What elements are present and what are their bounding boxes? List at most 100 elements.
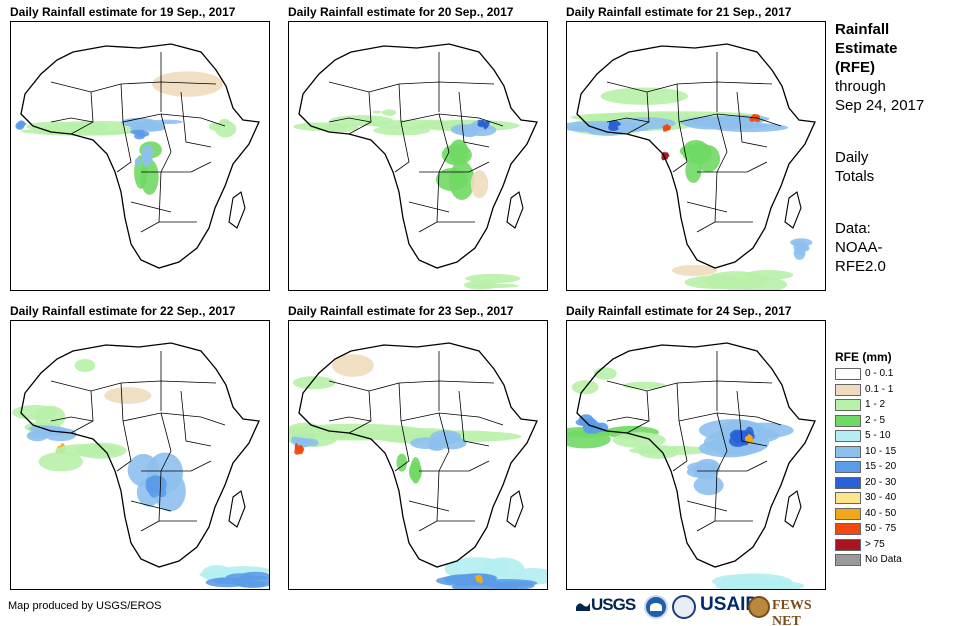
rainfall-cell (663, 125, 667, 131)
rainfall-field (15, 71, 237, 195)
country-border (716, 113, 728, 173)
coastline (576, 43, 816, 269)
noaa-logo-icon (644, 595, 668, 619)
data-source-label: RFE2.0 (835, 258, 886, 275)
legend-label: > 75 (865, 538, 885, 550)
africa-rainfall-map (567, 43, 816, 290)
rainfall-cell (12, 405, 57, 420)
legend-item: > 75 (835, 537, 960, 553)
description-title-line: (RFE) (835, 59, 875, 76)
country-border (328, 81, 400, 93)
country-border (116, 121, 132, 173)
rainfall-cell (484, 120, 490, 124)
africa-rainfall-map (293, 43, 538, 290)
through-label: through (835, 78, 886, 95)
rainfall-map (10, 21, 270, 291)
rainfall-map (566, 21, 826, 291)
data-source-label: Data: (835, 220, 871, 237)
country-border (606, 416, 650, 422)
country-border (676, 83, 680, 123)
madagascar-outline (784, 490, 802, 528)
rainfall-cell (128, 121, 164, 129)
rainfall-cell (138, 132, 146, 138)
rainfall-cell (792, 240, 806, 247)
fews-net-logo: FEWS NET (772, 598, 812, 626)
country-border (328, 380, 400, 392)
panel-title: Daily Rainfall estimate for 22 Sep., 201… (10, 304, 236, 318)
country-border (468, 460, 490, 472)
coastline (298, 342, 538, 568)
fews-seal-icon (748, 596, 770, 618)
map-panel-24-sep: Daily Rainfall estimate for 24 Sep., 201… (566, 302, 826, 592)
rainfall-cell (441, 144, 472, 166)
legend-label: No Data (865, 554, 902, 565)
country-border (50, 117, 94, 123)
rainfall-cell (381, 109, 397, 116)
rainfall-cell (607, 125, 616, 130)
country-border (746, 460, 768, 472)
legend-item: 20 - 30 (835, 475, 960, 491)
rainfall-cell (685, 116, 748, 126)
country-border (122, 113, 226, 127)
rainfall-cell (292, 376, 336, 390)
madagascar-outline (784, 191, 802, 229)
africa-rainfall-map (567, 342, 816, 589)
country-border (130, 201, 172, 213)
legend-swatch (835, 523, 861, 535)
legend-label: 15 - 20 (865, 461, 897, 472)
country-border (696, 171, 718, 233)
country-border (676, 380, 773, 384)
legend-label: 20 - 30 (865, 476, 897, 488)
rainfall-field (567, 87, 813, 290)
legend-item: 30 - 40 (835, 490, 960, 506)
rainfall-cell (297, 446, 305, 452)
legend-item: 2 - 5 (835, 413, 960, 429)
usgs-logo: USGS (591, 595, 636, 614)
legend-label: 0 - 0.1 (865, 368, 894, 379)
usaid-logo: USAID (700, 594, 760, 615)
map-panel-20-sep: Daily Rainfall estimate for 20 Sep., 201… (288, 3, 548, 293)
legend-label: 5 - 10 (865, 430, 891, 441)
country-border (328, 416, 372, 422)
seal-logo-icon (672, 595, 696, 619)
rainfall-cell (396, 453, 408, 472)
legend-item: 0.1 - 1 (835, 382, 960, 398)
country-border (438, 412, 450, 472)
map-credit: Map produced by USGS/EROS (8, 600, 162, 612)
legend-swatch (835, 445, 861, 458)
country-border (400, 113, 504, 127)
country-border (736, 91, 768, 148)
rainfall-cell (141, 144, 154, 158)
through-date: Sep 24, 2017 (835, 97, 925, 114)
description-title-line: Estimate (835, 40, 898, 57)
country-border (180, 390, 212, 447)
country-border (130, 500, 172, 512)
country-border (160, 412, 172, 472)
country-border (398, 380, 495, 384)
legend-item: No Data (835, 552, 960, 568)
country-border (678, 113, 782, 127)
legend-item: 15 - 20 (835, 459, 960, 475)
africa-rainfall-map (289, 342, 547, 589)
legend-swatch (835, 399, 861, 411)
legend-item: 40 - 50 (835, 506, 960, 522)
rainfall-cell (463, 280, 498, 290)
rainfall-field (567, 367, 805, 589)
country-border (50, 380, 122, 392)
rainfall-cell (470, 170, 489, 199)
country-border (418, 470, 440, 532)
country-border (70, 390, 94, 434)
usgs-wave-icon (576, 603, 590, 611)
data-source-label: NOAA- (835, 239, 883, 256)
legend-label: 1 - 2 (865, 399, 886, 410)
rainfall-cell (53, 121, 109, 131)
country-border (458, 91, 490, 148)
africa-rainfall-map (12, 342, 269, 588)
country-border (458, 390, 490, 447)
country-border (408, 500, 450, 512)
country-border (676, 382, 680, 422)
rainfall-cell (104, 387, 152, 404)
country-border (746, 161, 768, 173)
country-border (672, 121, 688, 173)
rainfall-cell (157, 488, 167, 498)
